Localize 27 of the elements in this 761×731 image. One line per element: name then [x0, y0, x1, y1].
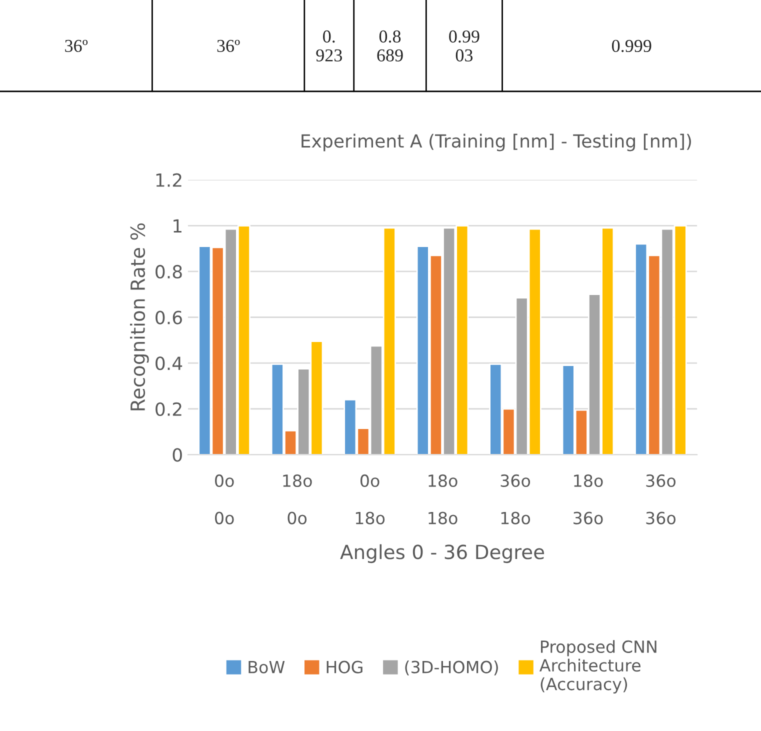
text: 0.99 03 — [449, 30, 480, 62]
x-axis-title: Angles 0 - 36 Degree — [340, 544, 544, 564]
category-label: 0o 0o — [215, 474, 234, 524]
y-tick-label: 1 — [174, 219, 182, 232]
y-tick-label: 0 — [172, 448, 182, 462]
legend-label: Proposed CNN Architecture (Accuracy) — [539, 640, 656, 694]
y-tick-label: 0.4 — [156, 356, 182, 370]
text: 0. 923 — [316, 30, 342, 62]
y-tick-label: 0.6 — [156, 310, 182, 324]
category-label: 36o 18o — [500, 474, 530, 524]
text: 0.999 — [612, 40, 652, 52]
category-label: 18o 18o — [428, 474, 458, 524]
category-label: 18o 36o — [574, 474, 603, 524]
legend-label: (3D-HOMO) — [405, 660, 498, 676]
y-axis-title: Recognition Rate % — [130, 223, 149, 410]
legend-label: BoW — [248, 661, 285, 674]
text: 36º — [65, 40, 88, 52]
y-tick-label: 0.8 — [156, 264, 182, 279]
chart-title: Experiment A (Training [nm] - Testing [nm]) — [302, 134, 691, 152]
y-tick-label: 1.2 — [156, 173, 182, 187]
legend-label: HOG — [326, 660, 362, 674]
category-label: 0o 18o — [356, 474, 385, 524]
category-label: 36o 36o — [646, 474, 676, 524]
text: 0.8 689 — [377, 30, 403, 62]
y-tick-label: 0.2 — [156, 402, 182, 416]
category-label: 18o 0o — [283, 474, 312, 524]
text: 36º — [217, 40, 240, 52]
